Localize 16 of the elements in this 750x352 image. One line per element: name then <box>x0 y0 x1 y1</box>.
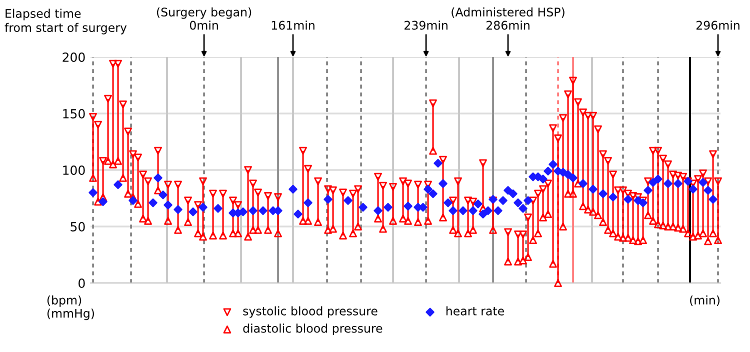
legend-label: heart rate <box>446 306 504 316</box>
y-tick-label: 200 <box>62 52 85 62</box>
chart-title: Elapsed time from start of surgery <box>4 8 127 34</box>
text: 161min <box>272 20 314 30</box>
legend-label: diastolic blood pressure <box>243 324 382 336</box>
text: 296min <box>696 20 740 30</box>
y-axis-title: (bpm) (mmHg) <box>47 295 94 320</box>
y-tick-label: 0 <box>78 278 85 288</box>
y-tick-label: 100 <box>63 165 85 175</box>
legend-label: systolic blood pressure <box>243 306 378 318</box>
x-axis-title: (min) <box>690 295 720 306</box>
text: (Surgery began) 0min <box>156 7 252 30</box>
y-tick-label: 50 <box>70 222 85 232</box>
y-tick-label: 150 <box>63 108 85 118</box>
text: 239min <box>404 20 448 30</box>
text: (Administered HSP) 286min <box>452 7 564 30</box>
